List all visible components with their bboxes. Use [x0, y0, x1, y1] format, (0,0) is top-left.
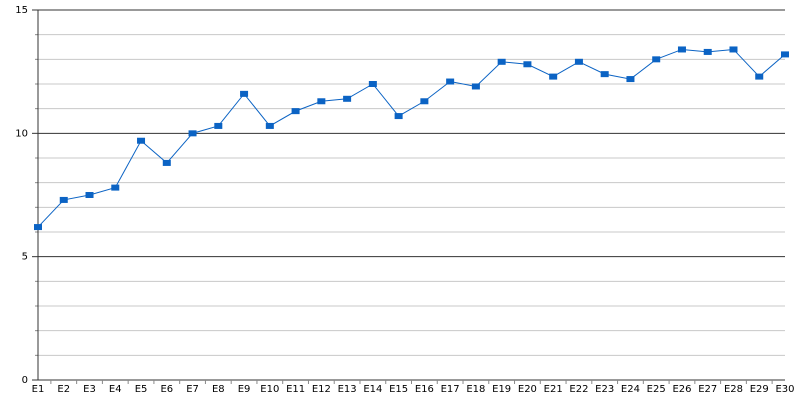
marker [291, 108, 300, 115]
x-tick-label: E23 [595, 384, 614, 395]
x-tick-label: E2 [57, 384, 70, 395]
marker [549, 73, 558, 80]
y-tick-label: 10 [15, 128, 28, 139]
x-tick-label: E13 [338, 384, 357, 395]
x-tick-label: E8 [212, 384, 225, 395]
x-tick-label: E5 [135, 384, 148, 395]
x-tick-label: E15 [389, 384, 408, 395]
marker [703, 48, 712, 55]
marker [34, 224, 42, 231]
x-tick-label: E28 [724, 384, 743, 395]
marker [446, 78, 455, 85]
marker [368, 81, 377, 87]
x-tick-label: E17 [441, 384, 460, 395]
marker [471, 83, 480, 90]
x-tick-label: E30 [775, 384, 794, 395]
marker [677, 46, 686, 53]
marker [523, 61, 532, 68]
x-tick-label: E10 [260, 384, 279, 395]
marker [574, 58, 583, 65]
marker [111, 184, 120, 191]
marker [59, 196, 68, 203]
line [37, 48, 786, 228]
x-tick-label: E12 [312, 384, 331, 395]
x-tick-label: E27 [698, 384, 717, 395]
x-tick-label: E18 [466, 384, 485, 395]
marker [240, 90, 249, 97]
x-tick-label: E7 [186, 384, 199, 395]
y-tick-label: 5 [22, 252, 28, 263]
marker [188, 130, 197, 137]
x-tick-label: E4 [109, 384, 122, 395]
marker [729, 46, 738, 53]
x-tick-label: E29 [750, 384, 769, 395]
marker [85, 192, 94, 198]
x-tick-label: E14 [363, 384, 382, 395]
marker [652, 56, 661, 63]
marker [420, 98, 429, 105]
x-tick-label: E20 [518, 384, 537, 395]
x-tick-label: E16 [415, 384, 434, 395]
x-tick-label: E9 [238, 384, 251, 395]
marker [214, 122, 223, 129]
marker [600, 71, 609, 78]
marker [781, 51, 789, 58]
marker [394, 113, 403, 120]
marker [755, 73, 764, 80]
x-tick-label: E22 [569, 384, 588, 395]
marker [137, 137, 146, 144]
x-tick-label: E24 [621, 384, 640, 395]
x-tick-label: E6 [160, 384, 173, 395]
x-tick-label: E3 [83, 384, 96, 395]
x-tick-label: E26 [672, 384, 691, 395]
x-tick-label: E1 [32, 384, 45, 395]
marker [497, 58, 506, 65]
x-tick-label: E19 [492, 384, 511, 395]
y-tick-label: 15 [15, 5, 28, 16]
marker [626, 76, 635, 83]
x-tick-label: E21 [544, 384, 563, 395]
marker [162, 159, 171, 166]
marker [343, 95, 352, 102]
x-tick-label: E11 [286, 384, 305, 395]
y-tick-label: 0 [22, 375, 28, 386]
x-tick-label: E25 [647, 384, 666, 395]
marker [265, 122, 274, 129]
marker [317, 98, 326, 105]
